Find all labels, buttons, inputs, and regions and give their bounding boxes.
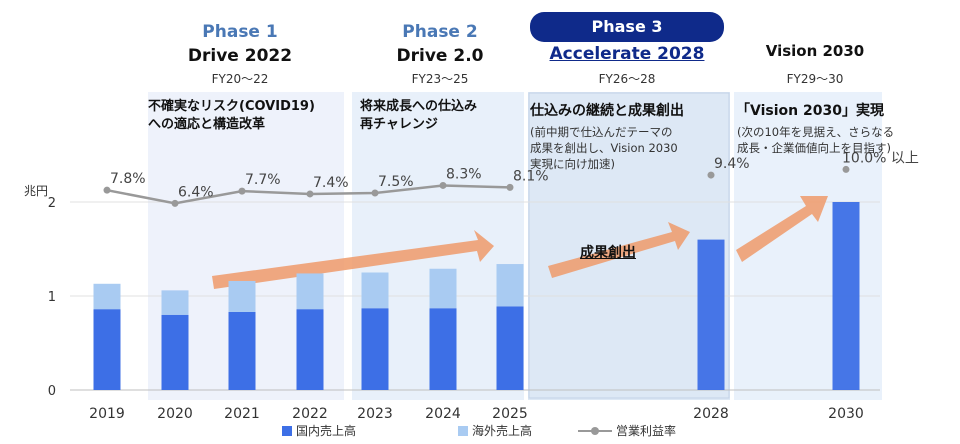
phase1-theme: 不確実なリスク(COVID19) への適応と構造改革: [148, 99, 315, 132]
vision-theme: 「Vision 2030」実現: [736, 103, 884, 119]
legend-overseas-label: 海外売上高: [472, 424, 533, 438]
legend-overseas: 海外売上高: [458, 422, 532, 439]
phase2-name: Drive 2.0: [396, 46, 484, 66]
margin-data-label: 8.3%: [446, 166, 482, 182]
margin-point-2023: [371, 189, 379, 197]
margin-point-2028: [707, 171, 715, 179]
legend-margin-swatch: [578, 426, 612, 435]
phase1-fy: FY20～22: [211, 72, 269, 86]
margin-point-2022: [306, 190, 314, 198]
phase3-description: (前中期で仕込んだテーマの 成果を創出し、Vision 2030 実現に向け加速…: [530, 125, 678, 171]
vision-description: (次の10年を見据え、さらなる 成長・企業価値向上を目指す): [737, 125, 895, 155]
x-tick-label: 2020: [157, 406, 193, 422]
chart-labels: 0 1 2 2019 2020 2021 2022 2023 2024 2025 2028 2030 7…: [48, 150, 919, 422]
vision-fy: FY29～30: [786, 72, 844, 86]
growth-arrow-2: [548, 222, 690, 278]
legend-margin-label: 営業利益率: [616, 424, 677, 438]
gridlines: [70, 201, 880, 391]
margin-point-2021: [238, 187, 246, 195]
x-tick-label: 2030: [828, 406, 864, 422]
margin-data-label: 9.4%: [714, 156, 750, 172]
phase3-panel-border: [528, 92, 730, 399]
y-unit-label: 兆円: [24, 184, 49, 198]
margin-point-2024: [439, 181, 447, 189]
bar-domestic-2020: [161, 314, 189, 390]
bar-overseas-2024: [429, 268, 457, 309]
margin-point-2019: [103, 186, 111, 194]
margin-data-label: 7.7%: [245, 172, 281, 188]
margin-data-label: 7.8%: [110, 171, 146, 187]
x-tick-label: 2023: [357, 406, 393, 422]
bar-overseas-2021: [228, 280, 256, 312]
legend-domestic: 国内売上高: [282, 422, 356, 439]
bar-domestic-2024: [429, 308, 457, 390]
bar-domestic-2019: [93, 309, 121, 390]
legend-domestic-swatch: [282, 425, 292, 436]
bar-overseas-2025: [496, 264, 524, 307]
bar-overseas-2019: [93, 283, 121, 310]
phase2-fy: FY23～25: [411, 72, 469, 86]
callout-label: 成果創出: [580, 245, 636, 261]
margin-data-label: 6.4%: [178, 184, 214, 200]
bar-domestic-2021: [228, 311, 256, 390]
x-tick-label: 2028: [693, 406, 729, 422]
margin-data-label: 10.0% 以上: [842, 150, 919, 166]
phase3-fy: FY26～28: [598, 72, 656, 86]
y-tick-label: 1: [48, 290, 56, 305]
margin-point-2030: [842, 165, 850, 173]
phase2-label: Phase 2: [402, 22, 478, 42]
x-tick-label: 2025: [492, 406, 528, 422]
bar-domestic-2022: [296, 309, 324, 390]
legend-margin: 営業利益率: [578, 422, 676, 439]
margin-data-label: 8.1%: [513, 168, 549, 184]
phase1-name: Drive 2022: [187, 46, 293, 66]
margin-point-2020: [171, 199, 179, 207]
x-tick-label: 2024: [425, 406, 461, 422]
margin-line: [103, 165, 850, 207]
margin-point-2025: [506, 183, 514, 191]
bar-series: [93, 202, 860, 390]
legend-overseas-swatch: [458, 425, 468, 436]
margin-data-label: 7.4%: [313, 175, 349, 191]
x-tick-label: 2021: [224, 406, 260, 422]
vision-name: Vision 2030: [765, 42, 865, 60]
bar-domestic-2030: [832, 202, 860, 390]
phase2-theme: 将来成長への仕込み 再チャレンジ: [360, 99, 478, 132]
x-tick-label: 2019: [89, 406, 125, 422]
growth-arrow-1: [212, 230, 494, 289]
bar-domestic-2025: [496, 306, 524, 390]
x-tick-label: 2022: [292, 406, 328, 422]
bar-overseas-2022: [296, 273, 324, 310]
y-tick-label: 0: [48, 384, 56, 399]
bar-overseas-2023: [361, 272, 389, 309]
margin-data-label: 7.5%: [378, 174, 414, 190]
phase3-theme: 仕込みの継続と成果創出: [530, 103, 684, 119]
legend-domestic-label: 国内売上高: [296, 424, 357, 438]
growth-arrow-3: [736, 196, 828, 262]
growth-arrows: [212, 196, 828, 289]
phase1-label: Phase 1: [202, 22, 278, 42]
phase3-badge: Phase 3: [530, 12, 724, 42]
bar-domestic-2023: [361, 308, 389, 390]
phase3-name: Accelerate 2028: [549, 44, 705, 64]
bar-domestic-2028: [697, 239, 725, 390]
bar-overseas-2020: [161, 290, 189, 315]
y-tick-label: 2: [48, 196, 56, 211]
